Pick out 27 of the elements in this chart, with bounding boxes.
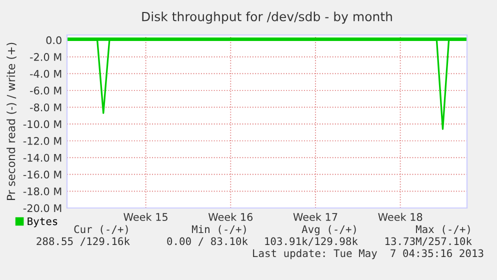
text: Last update: Tue May 7 04:35:16 2013: [253, 249, 484, 260]
y-tick-label: -6.0 M: [30, 86, 62, 95]
chart-title: Disk throughput for /dev/sdb - by month: [142, 12, 392, 24]
text: 0.00 / 83.10k: [167, 237, 248, 246]
y-tick-label: 0.0: [46, 36, 62, 44]
y-tick-label: -18.0 M: [23, 187, 62, 196]
legend-label: Bytes: [28, 217, 58, 228]
y-tick-label: -12.0 M: [23, 137, 62, 145]
x-tick-label: Week 18: [378, 212, 422, 221]
text: Min (-/+): [192, 225, 246, 234]
x-tick-label: Week 17: [293, 212, 338, 221]
y-tick-label: -20.0 M: [23, 204, 62, 212]
text: 288.55 /129.16k: [36, 237, 130, 246]
y-tick-label: -2.0 M: [30, 53, 62, 61]
x-tick-label: Week 15: [124, 212, 168, 221]
y-axis-title: Pr second read (-) / write (+): [6, 42, 16, 200]
text: Avg (-/+): [302, 225, 356, 236]
y-tick-label: -16.0 M: [23, 170, 62, 179]
text: Cur (-/+): [74, 225, 128, 234]
y-tick-label: -4.0 M: [30, 70, 62, 78]
y-tick-label: -8.0 M: [30, 103, 62, 112]
text: Max (-/+): [416, 225, 470, 234]
text: 13.73M/257.10k: [385, 237, 472, 246]
text: 103.91k/129.98k: [265, 237, 358, 246]
y-tick-label: -14.0 M: [23, 154, 62, 162]
x-tick-label: Week 16: [208, 212, 253, 221]
y-tick-label: -10.0 M: [23, 120, 62, 128]
